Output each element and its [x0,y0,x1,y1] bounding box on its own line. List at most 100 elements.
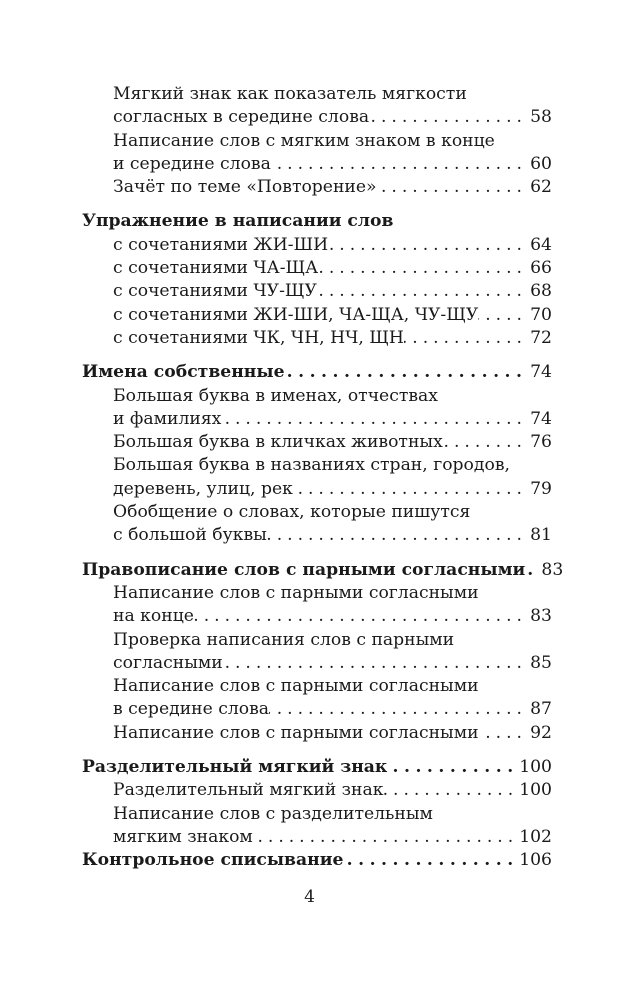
page-ref: 76 [530,432,552,453]
page-ref: 100 [519,757,552,778]
toc-section: Имена собственные 74 Большая буква в имена… [82,361,552,547]
toc-entry: Написание слов с парными согласными 92 [82,722,552,745]
toc-entry: Разделительный мягкий знак 100 [82,779,552,802]
dot-leader [369,106,528,129]
page-ref: 83 [541,559,564,580]
toc-entry: Большая буква в кличках животных 76 [82,431,552,454]
toc-entry: Проверка написания слов с парными [82,629,552,652]
toc-entry: с сочетаниями ЖИ-ШИ 64 [82,234,552,257]
dot-leader [271,153,528,176]
page-number: 4 [304,887,315,907]
entry-title: согласных в середине слова [113,107,370,128]
page-ref: 106 [519,850,552,871]
page-ref: 58 [530,107,552,128]
entry-title: с сочетаниями ЖИ-ШИ, ЧА-ЩА, ЧУ-ЩУ [113,304,479,325]
entry-title: Написание слов с парными согласными [113,582,479,603]
page-ref: 70 [530,304,552,325]
dot-leader [387,756,519,779]
entry-title: с большой буквы [113,525,267,546]
entry-title: с сочетаниями ЖИ-ШИ [113,234,329,255]
dot-leader [443,431,528,454]
entry-title: Написание слов с парными согласными [113,676,479,697]
page-ref: 66 [530,258,552,279]
entry-title: с сочетаниями ЧА-ЩА [113,258,319,279]
entry-title: Обобщение о словах, которые пишутся [113,502,471,523]
entry-title: Правописание слов с парными согласными [82,559,526,580]
entry-title: на конце [113,606,194,627]
toc-entry: Обобщение о словах, которые пишутся [82,501,552,524]
entry-title: Зачёт по теме «Повторение» [113,177,377,198]
toc-heading: Контрольное списывание 106 [82,849,552,872]
toc-entry: Большая буква в именах, отчествах [82,385,552,408]
toc-entry: согласными 85 [82,652,552,675]
dot-leader [377,176,528,199]
dot-leader [318,257,528,280]
toc-entry: с большой буквы 81 [82,524,552,547]
dot-leader [478,304,528,327]
dot-leader [317,280,528,303]
entry-title: согласными [113,652,223,673]
page-ref: 100 [519,780,552,801]
page-ref: 60 [530,153,552,174]
toc-entry: и середине слова 60 [82,153,552,176]
dot-leader [194,605,528,628]
page-ref: 83 [530,606,552,627]
page-ref: 68 [530,281,552,302]
entry-title: Большая буква в именах, отчествах [113,385,438,406]
page-ref: 74 [530,408,552,429]
entry-title: Разделительный мягкий знак [113,780,384,801]
page-ref: 92 [530,722,552,743]
toc-entry: деревень, улиц, рек 79 [82,478,552,501]
page-ref: 79 [530,478,552,499]
dot-leader [328,234,528,257]
page-ref: 81 [530,525,552,546]
dot-leader [293,478,528,501]
entry-title: Проверка написания слов с парными [113,629,455,650]
entry-title: Написание слов с мягким знаком в конце [113,130,495,151]
entry-title: Написание слов с разделительным [113,803,433,824]
toc-heading: Разделительный мягкий знак 100 [82,756,552,779]
entry-title: Большая буква в кличках животных [113,432,443,453]
dot-leader [269,698,528,721]
toc-entry: согласных в середине слова 58 [82,106,552,129]
toc-entry: Большая буква в названиях стран, городов… [82,454,552,477]
entry-title: Большая буква в названиях стран, городов… [113,455,510,476]
entry-title: Мягкий знак как показатель мягкости [113,84,467,104]
page-ref: 74 [530,362,552,383]
toc-entry: с сочетаниями ЧУ-ЩУ 68 [82,280,552,303]
toc-entry: Мягкий знак как показатель мягкости [82,83,552,106]
toc-entry: с сочетаниями ЧК, ЧН, НЧ, ЩН 72 [82,327,552,350]
toc-entry: Написание слов с парными согласными [82,582,552,605]
toc-heading: Правописание слов с парными согласными 83 [82,559,563,582]
page-ref: 87 [530,699,552,720]
dot-leader [479,722,528,745]
toc-entry: мягким знаком 102 [82,826,552,849]
dot-leader [404,327,528,350]
entry-title: Контрольное списывание [82,850,344,871]
toc-entry: Зачёт по теме «Повторение» 62 [82,176,552,199]
entry-title: и фамилиях [113,408,222,429]
entry-title: в середине слова [113,699,270,720]
toc-section: Правописание слов с парными согласными 83… [82,559,563,745]
entry-title: с сочетаниями ЧК, ЧН, НЧ, ЩН [113,327,404,348]
toc-section: Разделительный мягкий знак100Разделитель… [82,756,552,872]
entry-title: Написание слов с парными согласными [113,722,479,743]
dot-leader [343,849,519,872]
toc-entry: с сочетаниями ЖИ-ШИ, ЧА-ЩА, ЧУ-ЩУ 70 [82,304,552,327]
entry-title: и середине слова [113,153,271,174]
entry-title: Имена собственные [82,362,285,383]
toc-entry: и фамилиях 74 [82,408,552,431]
page-ref: 85 [530,652,552,673]
dot-leader [267,524,528,547]
toc-heading: Имена собственные 74 [82,361,552,384]
toc-entry: с сочетаниями ЧА-ЩА 66 [82,257,552,280]
page-ref: 72 [530,327,552,348]
page-ref: 62 [530,177,552,198]
dot-leader [221,408,528,431]
entry-title: деревень, улиц, рек [113,478,293,499]
toc-heading: Упражнение в написании слов [82,210,552,233]
dot-leader [285,361,528,384]
table-of-contents: Мягкий знак как показатель мягкости согла… [82,83,563,884]
page-ref: 64 [530,234,552,255]
dot-leader [223,652,528,675]
